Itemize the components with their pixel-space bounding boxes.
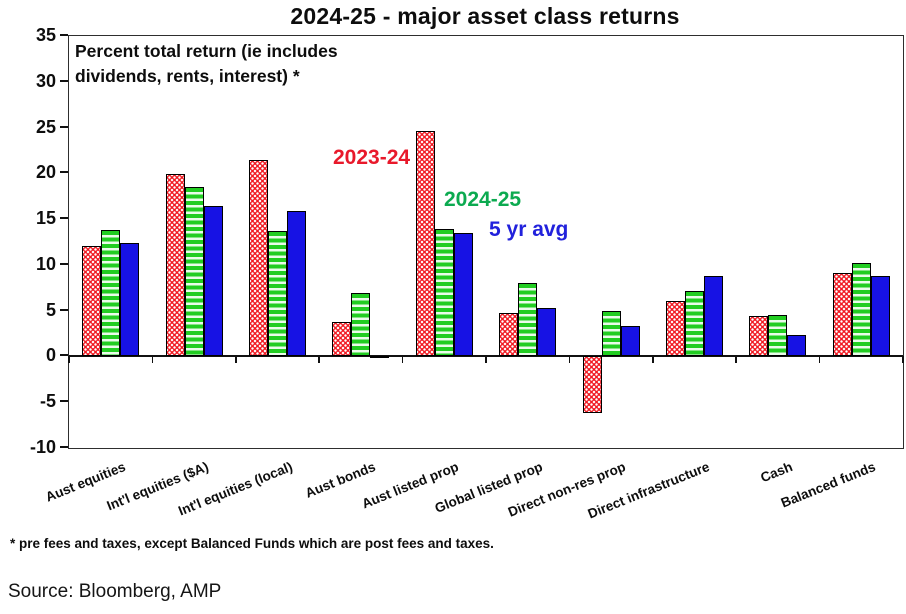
x-tick-mark bbox=[652, 356, 654, 364]
bar-2024-25 bbox=[268, 231, 287, 357]
y-tick-mark bbox=[60, 125, 68, 128]
bar-2023-24 bbox=[832, 273, 852, 357]
y-axis-label: -10 bbox=[29, 437, 56, 457]
x-tick-mark bbox=[68, 356, 70, 364]
y-tick-mark bbox=[60, 79, 68, 82]
bar-2023-24 bbox=[749, 316, 769, 357]
bar-5-yr-avg bbox=[787, 335, 807, 357]
legend-label-5yr-avg: 5 yr avg bbox=[489, 218, 569, 241]
bar-5-yr-avg bbox=[287, 210, 306, 357]
y-axis-label: 10 bbox=[35, 253, 56, 274]
legend-label-2023-24: 2023-24 bbox=[333, 146, 411, 169]
bar-5-yr-avg bbox=[203, 206, 223, 357]
bar-2024-25 bbox=[851, 263, 871, 357]
x-tick-mark bbox=[735, 356, 737, 364]
y-axis-label: 5 bbox=[45, 299, 56, 320]
y-tick-mark bbox=[60, 354, 68, 357]
x-tick-mark bbox=[902, 356, 904, 364]
bar-2023-24 bbox=[249, 159, 268, 357]
bar-2023-24 bbox=[165, 174, 185, 357]
bar-5-yr-avg bbox=[620, 326, 640, 357]
bar-2023-24 bbox=[82, 245, 102, 357]
x-tick-mark bbox=[818, 356, 821, 364]
bar-2024-25 bbox=[351, 293, 371, 357]
y-tick-mark bbox=[60, 217, 68, 220]
legend-label-2024-25: 2024-25 bbox=[444, 188, 522, 211]
y-tick-mark bbox=[60, 171, 68, 174]
bar-2023-24 bbox=[415, 131, 435, 357]
y-tick-mark bbox=[60, 400, 68, 403]
x-tick-mark bbox=[485, 356, 487, 364]
annotation-line-1: Percent total return (ie includes bbox=[75, 41, 338, 61]
plot-area: Percent total return (ie includes divide… bbox=[68, 35, 904, 449]
y-axis-label: 0 bbox=[45, 345, 56, 366]
x-tick-mark bbox=[151, 356, 154, 364]
y-tick-mark bbox=[60, 34, 68, 36]
y-tick-mark bbox=[60, 446, 68, 448]
x-tick-mark bbox=[401, 356, 404, 364]
y-axis-label: 20 bbox=[35, 162, 56, 183]
bar-2024-25 bbox=[101, 230, 121, 357]
bar-2024-25 bbox=[685, 291, 704, 357]
footnote: * pre fees and taxes, except Balanced Fu… bbox=[10, 536, 494, 551]
y-axis-label: 35 bbox=[35, 25, 56, 45]
bar-5-yr-avg bbox=[537, 307, 557, 357]
bar-5-yr-avg bbox=[453, 232, 473, 357]
chart-title: 2024-25 - major asset class returns bbox=[290, 3, 680, 29]
x-tick-mark bbox=[235, 356, 237, 364]
x-tick-mark bbox=[318, 356, 320, 364]
bar-5-yr-avg bbox=[870, 275, 890, 357]
bar-2023-24 bbox=[499, 313, 519, 357]
x-tick-mark bbox=[568, 356, 571, 364]
bar-2023-24 bbox=[332, 321, 352, 357]
y-axis-label: 30 bbox=[35, 70, 56, 91]
y-axis-label: -5 bbox=[39, 391, 56, 412]
bar-2024-25 bbox=[184, 187, 204, 357]
bar-5-yr-avg bbox=[370, 355, 390, 358]
bar-2024-25 bbox=[768, 315, 788, 357]
source-attribution: Source: Bloomberg, AMP bbox=[8, 581, 222, 602]
y-tick-mark bbox=[60, 308, 68, 311]
bar-2023-24 bbox=[582, 356, 602, 414]
bar-2024-25 bbox=[601, 310, 621, 357]
y-axis-label: 25 bbox=[35, 116, 56, 137]
y-tick-mark bbox=[60, 262, 68, 265]
bar-5-yr-avg bbox=[120, 242, 140, 357]
y-axis-label: 15 bbox=[35, 208, 56, 229]
annotation-line-2: dividends, rents, interest) * bbox=[75, 65, 300, 86]
bar-5-yr-avg bbox=[704, 275, 723, 357]
axis-annotation: Percent total return (ie includes divide… bbox=[75, 39, 338, 89]
bar-2024-25 bbox=[434, 229, 454, 357]
bar-2024-25 bbox=[518, 283, 538, 357]
bar-2023-24 bbox=[666, 300, 685, 357]
